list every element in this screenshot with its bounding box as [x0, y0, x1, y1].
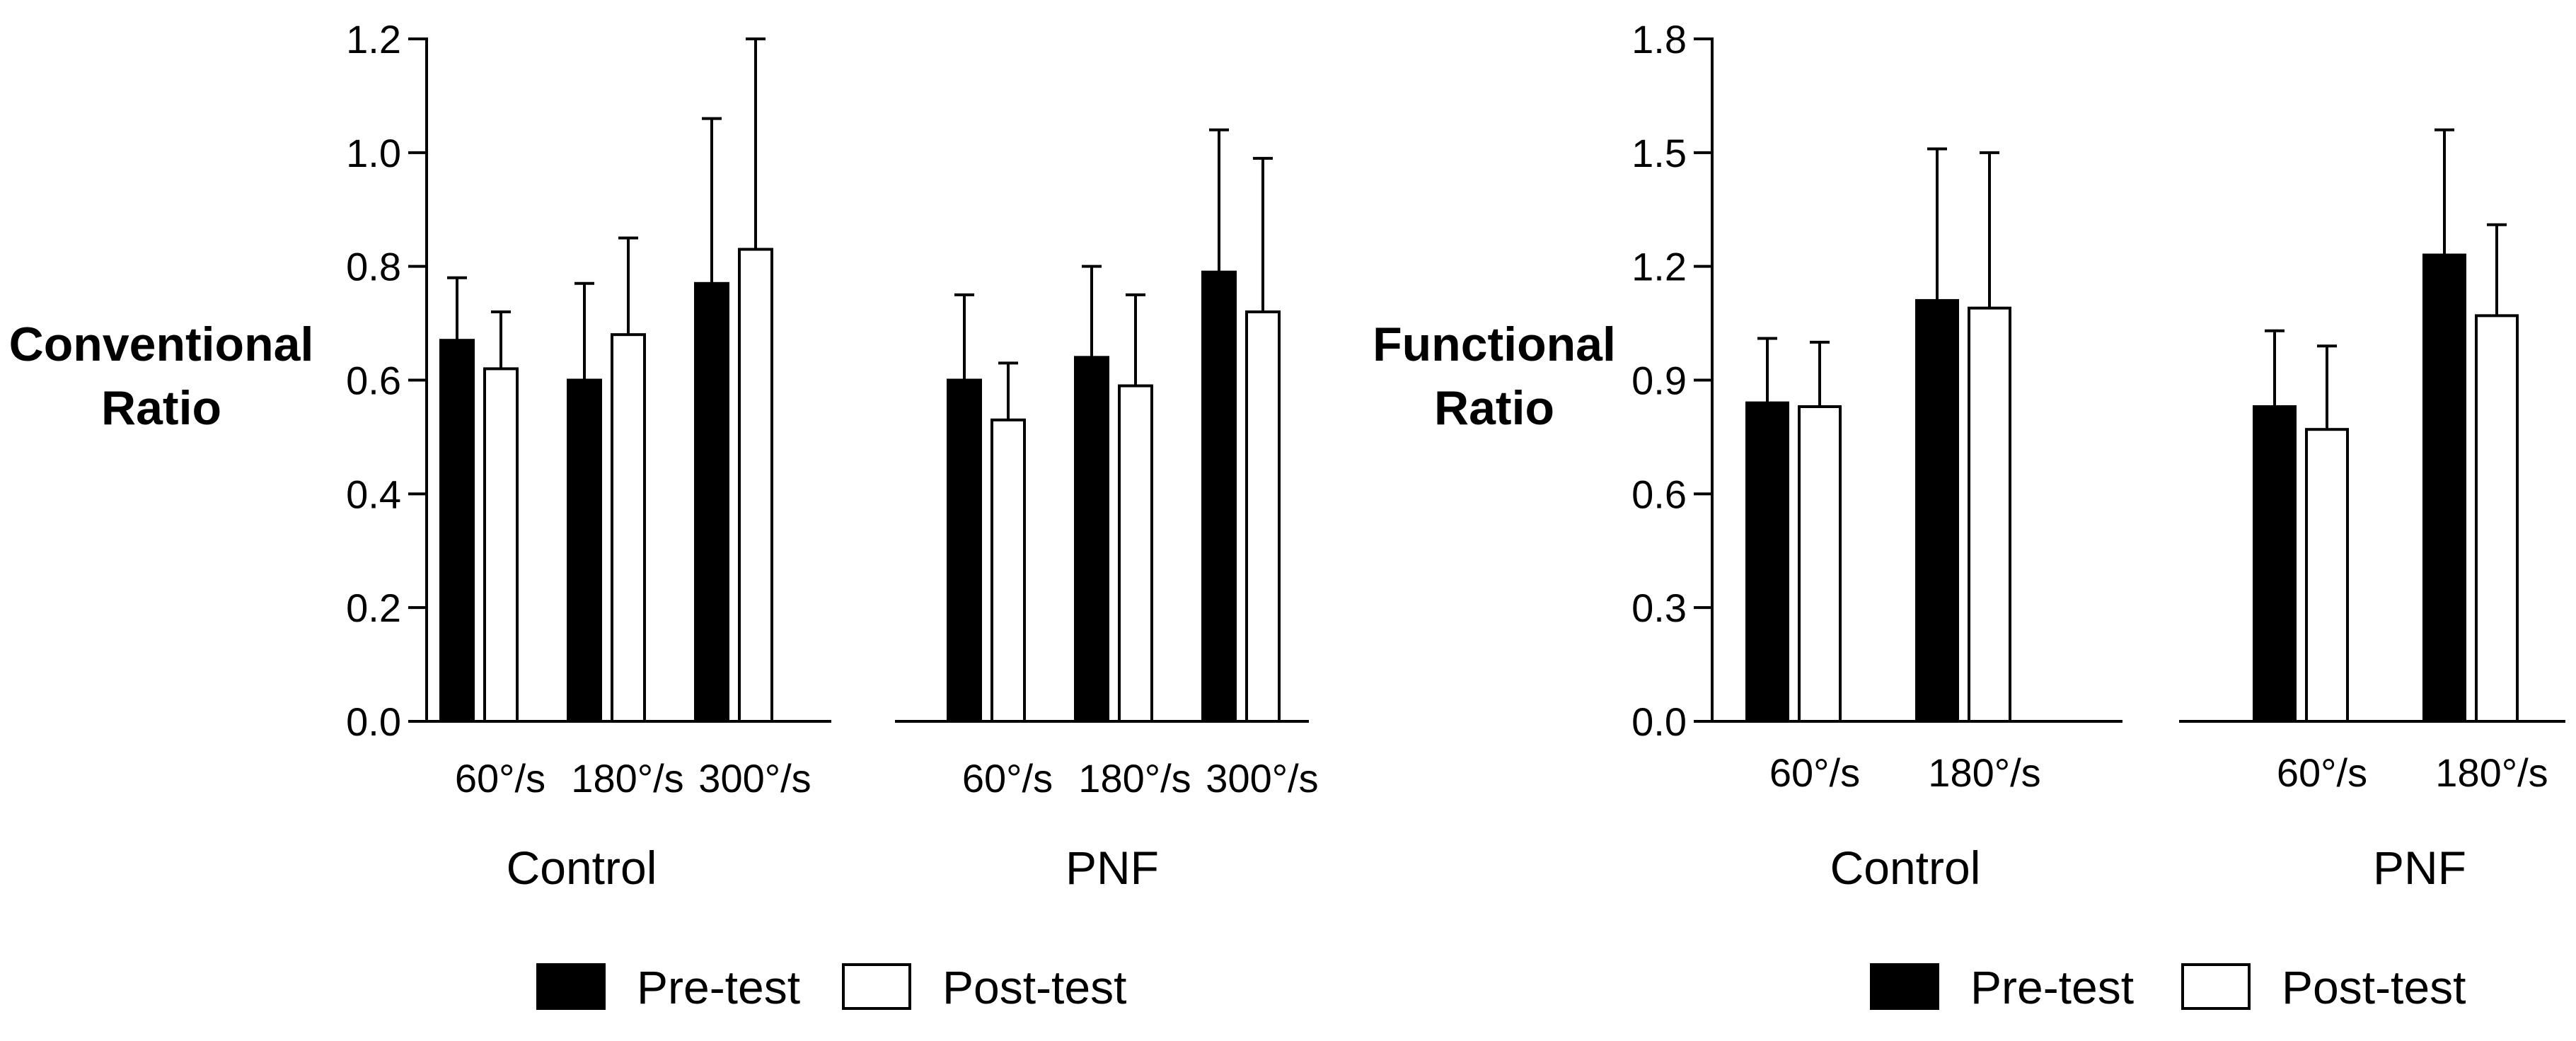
category-label: 300°/s [1206, 756, 1318, 801]
y-tick-label: 0.8 [346, 245, 401, 289]
legend-swatch-pre-test [1870, 963, 1939, 1010]
y-tick-label: 0.0 [346, 699, 401, 744]
category-label: 60°/s [2277, 750, 2367, 795]
bar-pre-test [1201, 270, 1237, 723]
group-label: PNF [1065, 842, 1159, 894]
bar-post-test [2475, 314, 2519, 723]
bar-post-test [990, 418, 1026, 723]
category-label: 180°/s [571, 756, 683, 801]
y-tick-label: 1.2 [346, 17, 401, 62]
y-tick-label: 0.2 [346, 586, 401, 630]
bar-pre-test [2422, 253, 2466, 723]
legend-label: Post-test [2282, 961, 2466, 1013]
bar-pre-test [947, 378, 982, 723]
bar-post-test [1798, 405, 1842, 723]
bar-post-test [2305, 428, 2349, 723]
bar-post-test [1245, 310, 1281, 723]
conventional-ratio-chart: 0.0 0.2 0.4 0.6 0.8 1.0 1.2 Conventional Ratio 60… [9, 17, 1319, 1013]
y-axis-label: Functional [1373, 318, 1616, 371]
y-tick-label: 0.6 [346, 359, 401, 403]
y-tick-label: 1.8 [1631, 17, 1687, 62]
bar-post-test [483, 367, 519, 723]
bar-pre-test [567, 378, 602, 723]
bar-post-test [1118, 384, 1153, 723]
category-label: 60°/s [962, 756, 1053, 801]
y-tick-label: 1.0 [346, 131, 401, 175]
category-label: 60°/s [455, 756, 545, 801]
y-tick-label: 0.6 [1631, 472, 1687, 516]
group-label: PNF [2373, 842, 2466, 894]
bar-post-test [1968, 306, 2011, 723]
legend-swatch-pre-test [536, 963, 606, 1010]
y-tick-label: 1.5 [1631, 131, 1687, 175]
category-label: 180°/s [2435, 750, 2548, 795]
legend-label: Post-test [942, 961, 1126, 1013]
y-axis-label: Ratio [101, 381, 221, 435]
legend-swatch-post-test [2181, 963, 2251, 1010]
y-tick-label: 1.2 [1631, 245, 1687, 289]
bar-pre-test [694, 281, 729, 723]
category-label: 60°/s [1769, 750, 1860, 795]
bar-pre-test [1745, 401, 1789, 723]
category-label: 300°/s [698, 756, 811, 801]
bar-pre-test [2253, 405, 2297, 723]
bar-pre-test [439, 339, 475, 723]
group-label: Control [507, 842, 657, 894]
legend-label: Pre-test [1970, 961, 2134, 1013]
bar-pre-test [1074, 356, 1109, 723]
bar-post-test [611, 333, 646, 723]
legend-label: Pre-test [637, 961, 800, 1013]
category-label: 180°/s [1078, 756, 1191, 801]
category-label: 180°/s [1928, 750, 2040, 795]
group-label: Control [1830, 842, 1981, 894]
bar-pre-test [1915, 298, 1959, 723]
y-axis-label: Ratio [1434, 381, 1554, 435]
y-axis-label: Conventional [9, 318, 314, 371]
bar-post-test [738, 248, 773, 723]
y-tick-label: 0.3 [1631, 586, 1687, 630]
functional-ratio-chart: 0.0 0.3 0.6 0.9 1.2 1.5 1.8 Functional Ratio 60°/… [1373, 17, 2565, 1013]
legend-swatch-post-test [842, 963, 911, 1010]
y-tick-label: 0.9 [1631, 359, 1687, 403]
y-tick-label: 0.4 [346, 472, 401, 516]
y-tick-label: 0.0 [1631, 699, 1687, 744]
